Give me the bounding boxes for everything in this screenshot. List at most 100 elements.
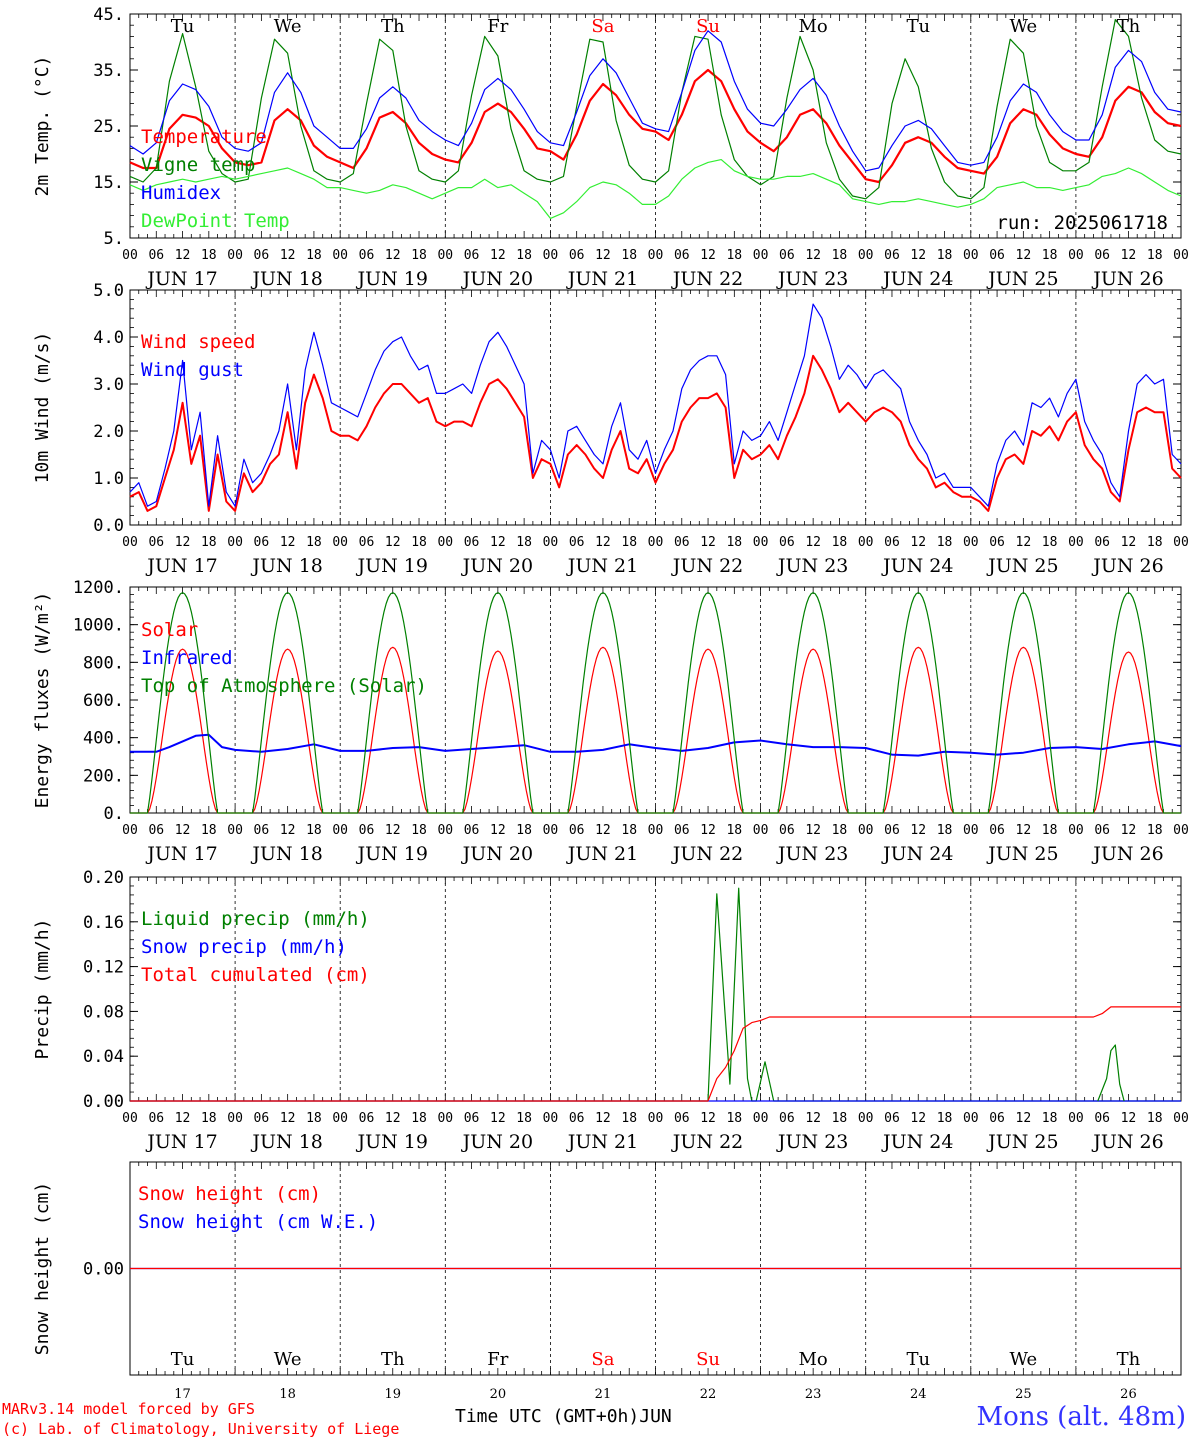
hour-label: 06 — [569, 248, 585, 263]
hour-label: 06 — [464, 248, 480, 263]
legend-entry: Humidex — [141, 182, 221, 204]
hour-label: 18 — [201, 248, 217, 263]
legend-entry: Total cumulated (cm) — [141, 964, 370, 986]
hour-label: 12 — [1121, 1111, 1137, 1126]
hour-label: 12 — [175, 248, 191, 263]
x-axis-title-text: Time UTC (GMT+0h) — [455, 1406, 640, 1427]
hour-label: 12 — [595, 1111, 611, 1126]
y-tick-label: 3.0 — [93, 375, 124, 395]
hour-label: 18 — [937, 823, 953, 838]
hour-label: 12 — [490, 248, 506, 263]
date-label: JUN 21 — [566, 268, 638, 290]
hour-label: 12 — [910, 248, 926, 263]
legend-entry: Snow height (cm) — [138, 1183, 321, 1205]
series-line-wind-gust — [129, 303, 1182, 507]
hour-label: 18 — [516, 248, 532, 263]
date-label: JUN 19 — [356, 268, 428, 290]
date-label: JUN 25 — [986, 268, 1058, 290]
hour-label: 00 — [437, 823, 453, 838]
legend-entry: Temperature — [141, 126, 267, 148]
date-label: JUN 21 — [566, 843, 638, 865]
hour-label: 00 — [543, 1111, 559, 1126]
model-credit: MARv3.14 model forced by GFS — [2, 1400, 255, 1418]
weekday-label: Th — [381, 16, 405, 37]
hour-label: 12 — [490, 1111, 506, 1126]
series-line-top-of-atmosphere-solar- — [130, 591, 1181, 814]
date-label: JUN 17 — [145, 843, 217, 865]
date-label: JUN 19 — [356, 1131, 428, 1153]
series-line-humidex — [129, 30, 1182, 172]
date-label: JUN 26 — [1091, 555, 1163, 577]
weekday-label: Fr — [487, 16, 508, 37]
weekday-label-bottom: Fr — [487, 1349, 508, 1370]
hour-label: 18 — [832, 1111, 848, 1126]
legend-entry: Liquid precip (mm/h) — [141, 908, 370, 930]
lab-credit: (c) Lab. of Climatology, University of L… — [2, 1420, 400, 1438]
series-line-infrared — [130, 733, 1182, 757]
legend-entry: DewPoint Temp — [141, 210, 290, 232]
y-tick-label: 1000. — [73, 616, 124, 636]
hour-label: 12 — [175, 823, 191, 838]
weekday-label: Tu — [906, 16, 930, 37]
date-label: JUN 26 — [1091, 1131, 1163, 1153]
date-label: JUN 19 — [356, 843, 428, 865]
weekday-label-bottom: We — [274, 1349, 302, 1370]
date-label: JUN 23 — [776, 555, 848, 577]
hour-label: 18 — [937, 1111, 953, 1126]
hour-label: 06 — [779, 535, 795, 550]
date-label: JUN 21 — [566, 555, 638, 577]
hour-label: 00 — [122, 248, 138, 263]
date-label: JUN 23 — [776, 843, 848, 865]
hour-label: 12 — [385, 248, 401, 263]
hour-label: 18 — [1147, 248, 1163, 263]
date-label: JUN 25 — [986, 843, 1058, 865]
weekday-label-bottom: Sa — [591, 1349, 614, 1370]
date-label: JUN 19 — [356, 555, 428, 577]
hour-label: 06 — [148, 535, 164, 550]
hour-label: 12 — [1121, 823, 1137, 838]
hour-label: 12 — [385, 535, 401, 550]
hour-label: 18 — [1042, 535, 1058, 550]
hour-label: 00 — [648, 823, 664, 838]
hour-label: 06 — [674, 823, 690, 838]
hour-label: 18 — [1147, 1111, 1163, 1126]
hour-label: 18 — [621, 535, 637, 550]
hour-label: 00 — [1173, 823, 1189, 838]
hour-label: 12 — [700, 823, 716, 838]
hour-label: 00 — [543, 535, 559, 550]
hour-label: 06 — [1094, 1111, 1110, 1126]
hour-label: 18 — [306, 823, 322, 838]
hour-label: 00 — [437, 535, 453, 550]
hour-label: 00 — [332, 248, 348, 263]
hour-label: 00 — [753, 248, 769, 263]
date-label: JUN 21 — [566, 1131, 638, 1153]
hour-label: 00 — [648, 248, 664, 263]
hour-label: 18 — [1147, 823, 1163, 838]
day-number: 23 — [805, 1387, 822, 1402]
hour-label: 00 — [332, 1111, 348, 1126]
hour-label: 18 — [201, 535, 217, 550]
hour-label: 06 — [569, 535, 585, 550]
hour-label: 18 — [516, 535, 532, 550]
hour-label: 00 — [858, 248, 874, 263]
y-tick-label: 5.0 — [93, 281, 124, 301]
hour-label: 12 — [1016, 823, 1032, 838]
date-label: JUN 22 — [671, 1131, 743, 1153]
hour-label: 00 — [1068, 1111, 1084, 1126]
hour-label: 00 — [122, 823, 138, 838]
y-tick-label: 0.16 — [83, 913, 124, 933]
hour-label: 06 — [148, 248, 164, 263]
hour-label: 06 — [674, 535, 690, 550]
series-line-wind-speed — [129, 354, 1182, 512]
y-tick-label: 25. — [93, 117, 124, 137]
hour-label: 06 — [989, 1111, 1005, 1126]
hour-label: 06 — [148, 823, 164, 838]
hour-label: 06 — [884, 823, 900, 838]
y-tick-label: 0.00 — [83, 1260, 124, 1280]
weekday-label-bottom: Tu — [906, 1349, 930, 1370]
hour-label: 06 — [254, 1111, 270, 1126]
y-tick-label: 0.0 — [93, 516, 124, 536]
hour-label: 12 — [805, 1111, 821, 1126]
hour-label: 06 — [1094, 535, 1110, 550]
weekday-label: We — [1010, 16, 1038, 37]
